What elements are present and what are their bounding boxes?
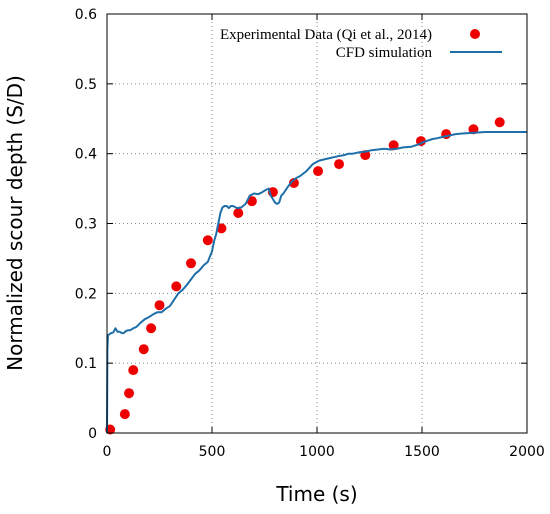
legend-marker-experimental (470, 29, 480, 39)
x-tick-label: 500 (199, 444, 226, 460)
tick-label-layer: 0 500 1000 1500 2000 0 0.1 0.2 0.3 0.4 0.5 0.6 (75, 7, 545, 460)
experimental-data-point (124, 388, 135, 399)
experimental-data-point (154, 300, 165, 311)
x-tick-label: 0 (103, 444, 112, 460)
cfd-simulation-line (106, 131, 527, 434)
x-tick-label: 2000 (509, 444, 545, 460)
series-layer (105, 117, 527, 435)
legend: Experimental Data (Qi et al., 2014) CFD … (220, 27, 502, 61)
legend-label-experimental: Experimental Data (Qi et al., 2014) (220, 27, 432, 43)
experimental-data-point (186, 258, 196, 269)
experimental-data-point (233, 208, 244, 219)
x-tick-label: 1500 (404, 444, 440, 460)
y-tick-label: 0.3 (75, 217, 97, 233)
y-tick-label: 0.1 (75, 356, 97, 372)
y-tick-label: 0.5 (75, 77, 97, 93)
experimental-data-point (146, 323, 157, 334)
experimental-data-point (171, 281, 182, 292)
x-tick-label: 1000 (299, 444, 335, 460)
experimental-data-point (334, 159, 345, 170)
experimental-data-point (119, 409, 130, 420)
y-tick-label: 0 (88, 426, 97, 442)
experimental-data-point (246, 196, 257, 207)
legend-label-cfd: CFD simulation (336, 45, 433, 61)
experimental-data-point (202, 235, 213, 246)
experimental-data-point (216, 223, 227, 234)
grid-layer (107, 14, 527, 433)
y-axis-title: Normalized scour depth (S/D) (3, 75, 27, 371)
experimental-data-point (138, 344, 149, 355)
experimental-data-point (388, 140, 399, 151)
experimental-data-point (128, 365, 139, 376)
y-tick-label: 0.2 (75, 286, 97, 302)
x-axis-title: Time (s) (275, 482, 357, 506)
experimental-data-point (313, 166, 324, 177)
y-tick-label: 0.4 (75, 147, 97, 163)
experimental-data-point (288, 177, 299, 188)
y-tick-label: 0.6 (75, 7, 97, 23)
experimental-data-point (494, 117, 505, 128)
